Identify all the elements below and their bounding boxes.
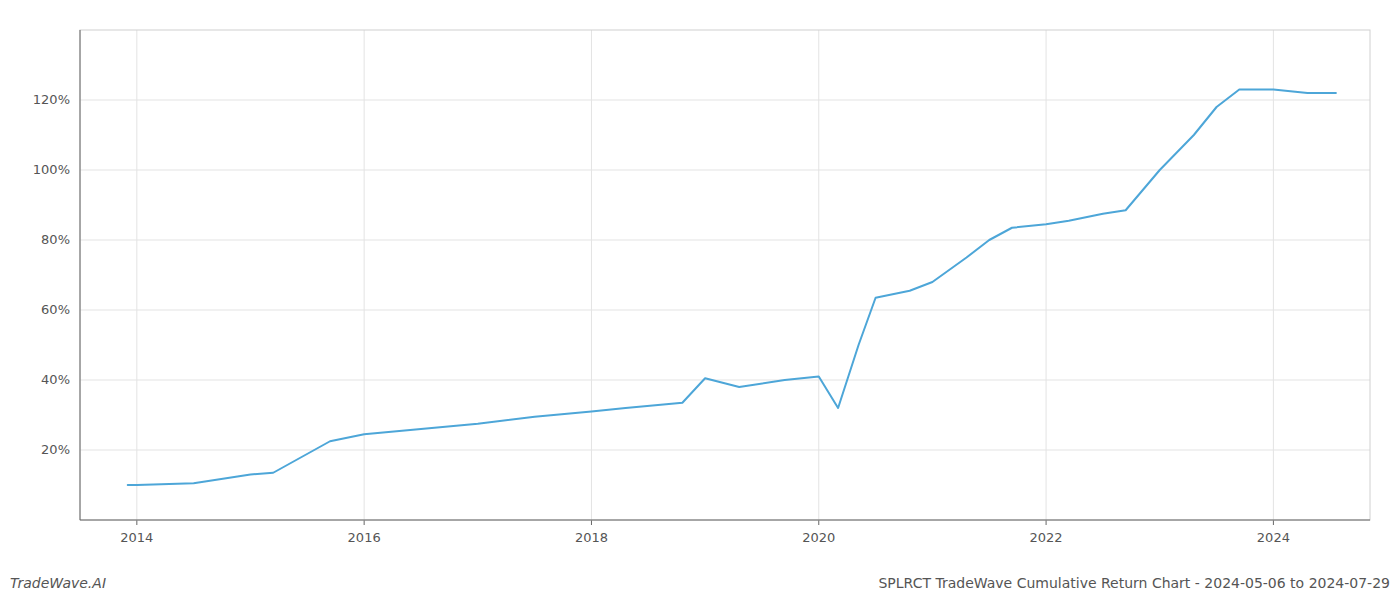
- y-tick-label: 120%: [33, 92, 70, 107]
- title: SPLRCT TradeWave Cumulative Return Chart…: [878, 575, 1390, 591]
- x-tick-label: 2022: [1030, 530, 1063, 545]
- x-tick-label: 2016: [348, 530, 381, 545]
- x-grid-line: [1046, 30, 1047, 520]
- x-grid-line: [136, 30, 137, 520]
- y-grid-line: [80, 100, 1370, 101]
- y-axis-line: [80, 30, 81, 520]
- x-tick-mark: [1273, 520, 1274, 525]
- x-tick-label: 2014: [120, 530, 153, 545]
- x-tick-mark: [591, 520, 592, 525]
- x-tick-mark: [818, 520, 819, 525]
- y-grid-line: [80, 240, 1370, 241]
- x-grid-line: [364, 30, 365, 520]
- axes: 20% 40% 60% 80% 100% 120% 2014 2016 2018 2020 2022…: [33, 30, 1370, 545]
- y-tick-label: 80%: [41, 232, 70, 247]
- y-tick-label: 20%: [41, 442, 70, 457]
- plot-area: [128, 90, 1336, 486]
- watermark: TradeWave.AI: [10, 575, 106, 591]
- x-tick-label: 2018: [575, 530, 608, 545]
- y-tick-label: 100%: [33, 162, 70, 177]
- x-tick-mark: [136, 520, 137, 525]
- x-axis-line: [80, 520, 1370, 521]
- line-series: [128, 90, 1336, 486]
- y-grid-line: [80, 380, 1370, 381]
- x-grid-line: [818, 30, 819, 520]
- x-grid-line: [1273, 30, 1274, 520]
- x-tick-label: 2024: [1257, 530, 1290, 545]
- x-tick-mark: [1046, 520, 1047, 525]
- y-grid-line: [80, 450, 1370, 451]
- x-tick-mark: [364, 520, 365, 525]
- y-grid-line: [80, 310, 1370, 311]
- y-tick-label: 40%: [41, 372, 70, 387]
- grid: [80, 30, 1370, 520]
- x-grid-line: [591, 30, 592, 520]
- x-tick-label: 2020: [802, 530, 835, 545]
- y-grid-line: [80, 170, 1370, 171]
- plot-frame: [80, 30, 1370, 520]
- texts: TradeWave.AI SPLRCT TradeWave Cumulative …: [10, 575, 1390, 591]
- y-tick-label: 60%: [41, 302, 70, 317]
- chart: 20% 40% 60% 80% 100% 120% 2014 2016 2018 2020 2022…: [0, 0, 1400, 600]
